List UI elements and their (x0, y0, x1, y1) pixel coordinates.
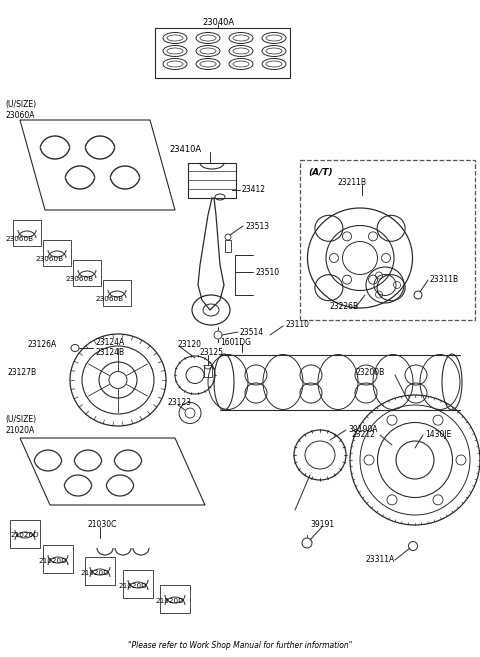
Text: 23513: 23513 (245, 222, 269, 231)
Text: 23311A: 23311A (365, 555, 394, 564)
Bar (188, 163, 236, 198)
Text: (U/SIZE): (U/SIZE) (5, 415, 36, 424)
Text: 21020D: 21020D (10, 532, 39, 538)
Text: 23060B: 23060B (35, 256, 63, 262)
Bar (225, 240, 231, 252)
Text: 23060A: 23060A (5, 111, 35, 120)
Text: 23200B: 23200B (355, 368, 384, 377)
Text: 39191: 39191 (310, 520, 334, 529)
Text: 23126A: 23126A (28, 340, 57, 349)
Text: 23311B: 23311B (430, 275, 459, 284)
Text: "Please refer to Work Shop Manual for further information": "Please refer to Work Shop Manual for fu… (128, 641, 352, 650)
Bar (155, 28, 290, 78)
Text: 23514: 23514 (240, 328, 264, 337)
Text: 23124B: 23124B (95, 348, 124, 357)
Bar (73, 260, 101, 286)
Text: 1601DG: 1601DG (220, 338, 251, 347)
Text: 23110: 23110 (285, 320, 309, 329)
Text: 23212: 23212 (352, 430, 376, 439)
Text: 1430JE: 1430JE (425, 430, 451, 439)
Bar (300, 160, 475, 320)
Text: (U/SIZE): (U/SIZE) (5, 100, 36, 109)
Text: 21030C: 21030C (88, 520, 118, 529)
Text: 21020D: 21020D (38, 558, 67, 564)
Bar (13, 220, 41, 246)
Text: 23120: 23120 (178, 340, 202, 349)
Bar (123, 570, 153, 598)
Text: 23040A: 23040A (202, 18, 234, 27)
Text: 23125: 23125 (200, 348, 224, 357)
Bar (103, 280, 131, 306)
Text: 23410A: 23410A (169, 145, 201, 154)
Text: 23127B: 23127B (8, 368, 37, 377)
Bar (43, 545, 73, 573)
Text: 23510: 23510 (255, 268, 279, 277)
Text: 21020D: 21020D (118, 583, 147, 589)
Text: 23060B: 23060B (95, 296, 123, 302)
Text: 23123: 23123 (168, 398, 192, 407)
Text: 21020D: 21020D (80, 570, 109, 576)
Bar (160, 585, 190, 613)
Text: 39190A: 39190A (348, 425, 377, 434)
Bar (85, 557, 115, 585)
Bar (204, 365, 212, 377)
Text: 23412: 23412 (242, 185, 266, 194)
Text: 23060B: 23060B (5, 236, 33, 242)
Text: 23060B: 23060B (65, 276, 93, 282)
Bar (43, 240, 71, 266)
Text: 23211B: 23211B (338, 178, 367, 187)
Text: 21020D: 21020D (155, 598, 184, 604)
Text: 23124A: 23124A (95, 338, 124, 347)
Bar (10, 520, 40, 548)
Text: (A/T): (A/T) (308, 168, 333, 177)
Text: 23226B: 23226B (330, 302, 359, 311)
Text: 21020A: 21020A (5, 426, 34, 435)
